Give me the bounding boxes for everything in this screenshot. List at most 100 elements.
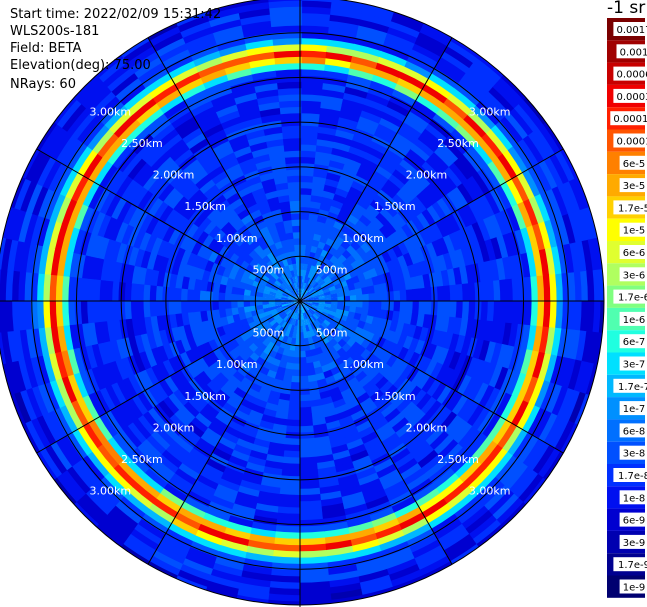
sector-cell [234,235,246,247]
sector-cell [399,158,419,177]
sector-cell [180,82,208,101]
sector-cell [5,298,14,332]
sector-cell [17,209,33,243]
sector-cell [237,306,245,315]
sector-cell [445,487,473,511]
sector-cell [90,365,106,391]
sector-cell [48,378,66,409]
sector-cell [47,161,68,192]
sector-cell [94,94,122,121]
sector-cell [334,312,343,320]
sector-cell [174,115,198,134]
sector-cell [224,363,238,376]
sector-cell [218,355,231,369]
sector-cell [450,87,478,112]
sector-cell [506,429,529,458]
sector-cell [276,246,285,256]
sector-cell [232,313,241,323]
colorbar-tick-box [619,490,647,505]
sector-cell [362,301,370,309]
sector-cell [315,333,323,342]
sector-cell [49,273,58,301]
sector-cell [162,342,175,360]
sector-cell [448,232,462,252]
sector-cell [192,254,204,269]
sector-cell [373,194,389,209]
colorbar-tick-box [619,311,647,326]
colorbar-tick-label: 3e-5 [623,181,646,192]
sector-cell [244,545,274,557]
sector-cell [190,99,215,117]
sector-cell [417,31,450,53]
sector-cell [177,384,193,402]
sector-cell [282,374,293,383]
sector-cell [285,231,294,240]
sector-cell [80,454,105,482]
sector-cell [358,214,373,228]
sector-cell [247,134,268,147]
sector-cell [374,376,389,391]
sector-cell [300,256,305,264]
sector-cell [322,82,348,94]
sector-cell [343,295,351,302]
sector-cell [111,432,133,457]
sector-cell [392,374,407,390]
sector-cell [0,329,13,364]
sector-cell [225,314,235,325]
sector-cell [234,355,246,367]
sector-cell [476,137,499,163]
sector-cell [256,308,265,315]
sector-cell [574,177,590,211]
sector-cell [392,501,420,520]
sector-cell [420,244,432,262]
sector-cell [365,384,380,399]
sector-cell [397,346,410,362]
sector-cell [299,338,305,346]
sector-cell [297,275,301,283]
sector-cell [358,230,371,243]
sector-cell [281,294,289,299]
sector-cell [43,443,68,475]
sector-cell [5,360,21,394]
sector-cell [400,121,423,140]
sector-cell [448,333,460,353]
sector-cell [292,225,301,233]
sector-cell [383,221,398,236]
sector-cell [82,152,104,179]
sector-cell [204,329,215,342]
sector-cell [495,497,524,527]
sector-cell [290,337,297,346]
sector-cell [334,461,355,474]
sector-cell [402,335,414,351]
sector-cell [215,103,240,118]
sector-cell [300,112,321,121]
sector-cell [300,168,315,177]
sector-cell [272,537,300,546]
sector-cell [342,163,360,176]
sector-cell [168,243,181,261]
sector-cell [199,300,207,312]
sector-cell [361,104,386,119]
sector-cell [337,116,360,129]
sector-cell [300,50,328,59]
sector-cell [398,426,418,444]
sector-cell [339,485,363,498]
sector-cell [136,282,145,301]
sector-cell [305,302,313,306]
sector-cell [205,128,228,144]
sector-cell [370,256,381,269]
sector-cell [358,163,377,177]
sector-cell [431,382,447,402]
sector-cell [434,147,455,168]
sector-cell [365,92,391,108]
sector-cell [25,386,43,419]
sector-cell [107,66,136,92]
sector-cell [213,359,226,373]
sector-cell [424,426,445,447]
sector-cell [240,376,254,389]
sector-cell [418,287,426,302]
colorbar-tick-label: 6e-9 [623,516,646,527]
sector-cell [139,212,155,233]
sector-cell [5,268,14,301]
sector-cell [211,489,237,504]
